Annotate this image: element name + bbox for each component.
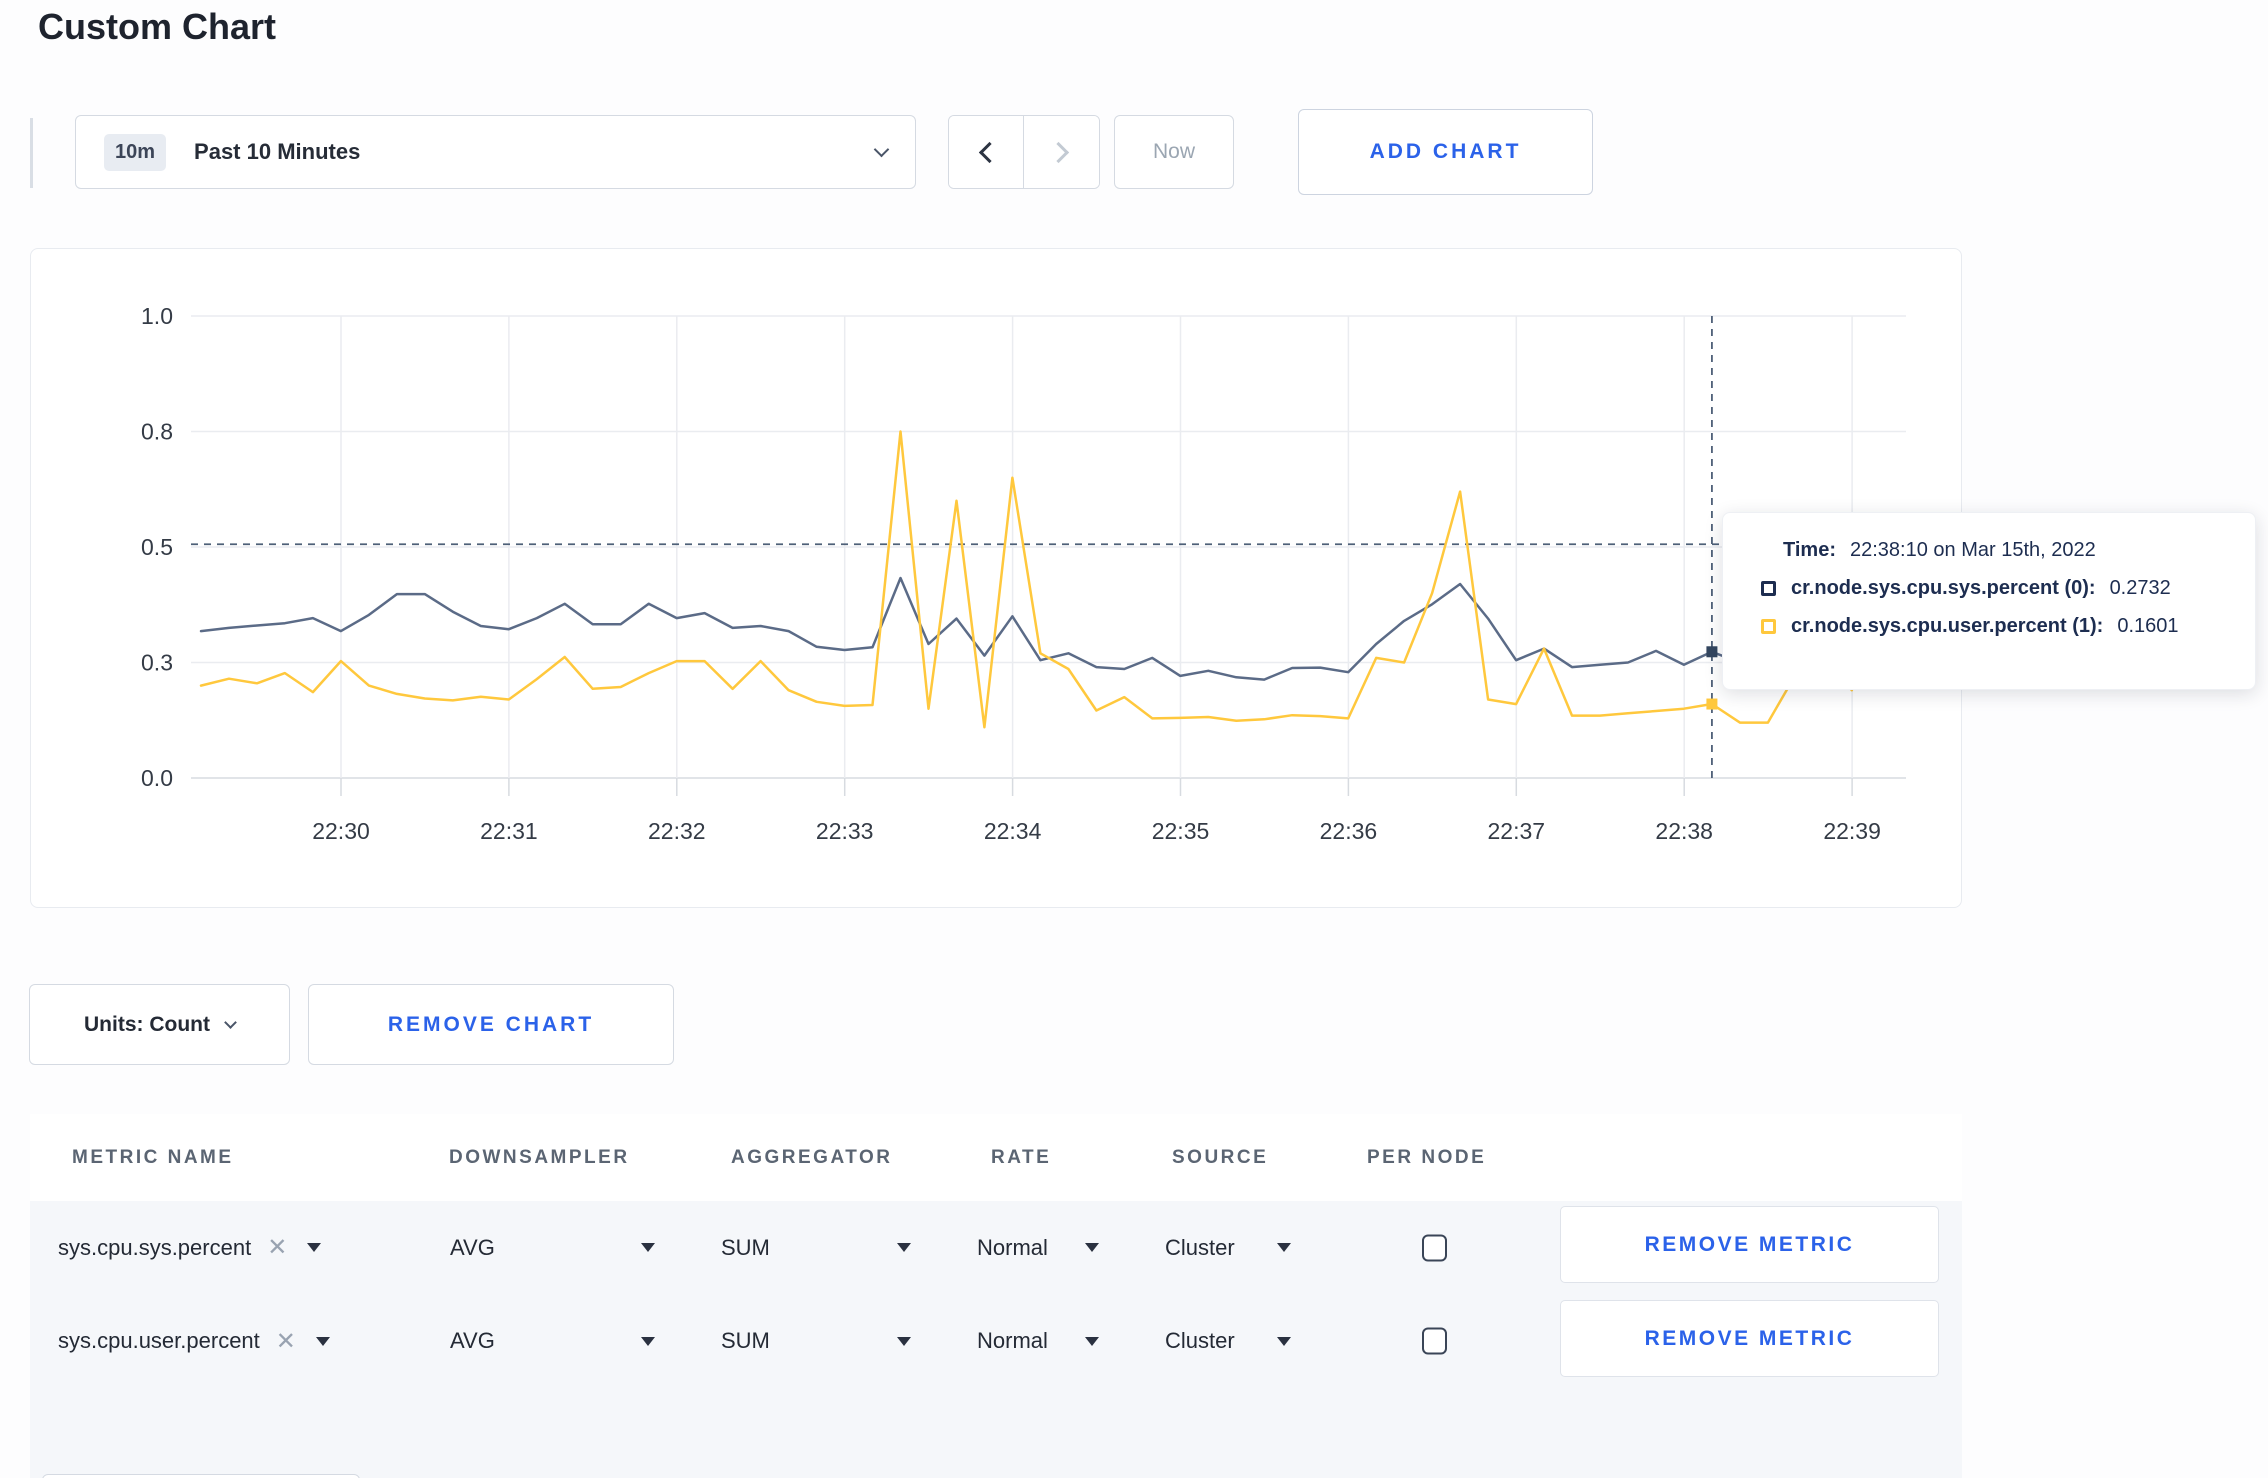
metric-name-select[interactable]: sys.cpu.user.percent ✕	[58, 1294, 330, 1388]
svg-text:22:33: 22:33	[816, 818, 874, 844]
now-button[interactable]: Now	[1114, 115, 1234, 189]
header-metric-name: METRIC NAME	[72, 1146, 234, 1168]
remove-metric-button[interactable]: REMOVE METRIC	[1560, 1206, 1939, 1283]
toolbar-divider	[30, 118, 33, 188]
rate-value: Normal	[977, 1234, 1048, 1260]
downsampler-select[interactable]: AVG	[450, 1294, 655, 1388]
remove-metric-x-icon[interactable]: ✕	[267, 1234, 288, 1261]
remove-chart-button[interactable]: REMOVE CHART	[308, 984, 674, 1065]
header-rate: RATE	[991, 1146, 1052, 1168]
caret-down-icon	[307, 1243, 322, 1252]
time-range-label: Past 10 Minutes	[194, 139, 361, 164]
header-per-node: PER NODE	[1367, 1146, 1487, 1168]
header-source: SOURCE	[1172, 1146, 1269, 1168]
source-value: Cluster	[1165, 1328, 1235, 1353]
user-series-swatch-icon	[1761, 619, 1776, 634]
rate-value: Normal	[977, 1328, 1048, 1353]
svg-text:0.3: 0.3	[141, 650, 173, 676]
metric-name-value: sys.cpu.user.percent	[58, 1328, 260, 1353]
tooltip-sys-value: 0.2732	[2109, 577, 2171, 599]
chevron-left-icon	[978, 141, 1000, 163]
rate-select[interactable]: Normal	[977, 1201, 1099, 1294]
chevron-down-icon	[873, 141, 890, 157]
svg-text:22:38: 22:38	[1655, 818, 1713, 844]
metric-name-select[interactable]: sys.cpu.sys.percent ✕	[58, 1201, 322, 1294]
tooltip-user-label: cr.node.sys.cpu.user.percent (1):	[1791, 615, 2104, 637]
aggregator-select[interactable]: SUM	[721, 1294, 911, 1388]
source-select[interactable]: Cluster	[1165, 1294, 1291, 1388]
tooltip-time-label: Time:	[1783, 539, 1836, 561]
svg-text:22:34: 22:34	[984, 818, 1042, 844]
caret-down-icon	[315, 1336, 330, 1346]
svg-text:22:30: 22:30	[312, 818, 370, 844]
tooltip-user-value: 0.1601	[2117, 615, 2179, 637]
svg-text:22:39: 22:39	[1823, 818, 1881, 844]
sys-series-swatch-icon	[1761, 581, 1776, 596]
header-aggregator: AGGREGATOR	[731, 1146, 893, 1168]
caret-down-icon	[641, 1336, 655, 1346]
metrics-table: METRIC NAME DOWNSAMPLER AGGREGATOR RATE …	[30, 1114, 1962, 1478]
svg-text:22:36: 22:36	[1320, 818, 1378, 844]
svg-text:0.8: 0.8	[141, 419, 173, 445]
caret-down-icon	[1277, 1336, 1291, 1346]
aggregator-value: SUM	[721, 1234, 770, 1260]
page-title: Custom Chart	[38, 6, 277, 47]
chevron-down-icon	[224, 1015, 237, 1029]
svg-text:22:35: 22:35	[1152, 818, 1210, 844]
chart-tooltip: Time: 22:38:10 on Mar 15th, 2022 cr.node…	[1722, 512, 2256, 690]
units-select[interactable]: Units: Count	[29, 984, 290, 1065]
per-node-checkbox[interactable]	[1422, 1327, 1447, 1355]
downsampler-value: AVG	[450, 1328, 495, 1353]
svg-text:0.0: 0.0	[141, 765, 173, 791]
svg-text:22:32: 22:32	[648, 818, 706, 844]
caret-down-icon	[641, 1243, 655, 1252]
rate-select[interactable]: Normal	[977, 1294, 1099, 1388]
time-range-badge: 10m	[104, 133, 167, 171]
svg-text:1.0: 1.0	[141, 303, 173, 329]
source-value: Cluster	[1165, 1234, 1235, 1260]
cpu-chart-svg[interactable]: 0.0 0.3 0.5 0.8 1.0 22:30 22:31 22:32 22:33 22:34…	[31, 249, 1963, 909]
svg-text:0.5: 0.5	[141, 534, 173, 560]
tooltip-time-value: 22:38:10 on Mar 15th, 2022	[1849, 539, 2096, 561]
source-select[interactable]: Cluster	[1165, 1201, 1291, 1294]
svg-text:22:37: 22:37	[1488, 818, 1546, 844]
metric-name-value: sys.cpu.sys.percent	[58, 1234, 252, 1260]
per-node-checkbox[interactable]	[1422, 1234, 1447, 1261]
caret-down-icon	[897, 1336, 911, 1346]
metric-row-sys: sys.cpu.sys.percent ✕ AVG SUM Normal	[30, 1201, 1962, 1294]
header-downsampler: DOWNSAMPLER	[449, 1146, 630, 1168]
aggregator-select[interactable]: SUM	[721, 1201, 911, 1294]
tooltip-sys-label: cr.node.sys.cpu.sys.percent (0):	[1791, 577, 2096, 599]
remove-metric-button[interactable]: REMOVE METRIC	[1560, 1300, 1939, 1377]
next-time-button[interactable]	[1024, 116, 1099, 188]
caret-down-icon	[1085, 1336, 1099, 1346]
units-label: Units: Count	[84, 1012, 210, 1036]
metric-row-user: sys.cpu.user.percent ✕ AVG SUM Normal	[30, 1294, 1962, 1388]
time-range-select[interactable]: 10m Past 10 Minutes	[75, 115, 916, 189]
caret-down-icon	[897, 1243, 911, 1252]
add-chart-button[interactable]: ADD CHART	[1298, 109, 1593, 195]
chevron-right-icon	[1047, 141, 1070, 163]
add-metric-button[interactable]: ADD METRIC	[42, 1474, 360, 1478]
downsampler-select[interactable]: AVG	[450, 1201, 655, 1294]
chart-card: 0.0 0.3 0.5 0.8 1.0 22:30 22:31 22:32 22:33 22:34…	[30, 248, 1962, 908]
downsampler-value: AVG	[450, 1234, 495, 1260]
prev-time-button[interactable]	[949, 116, 1024, 188]
time-pager	[948, 115, 1100, 189]
caret-down-icon	[1085, 1243, 1099, 1252]
aggregator-value: SUM	[721, 1328, 770, 1353]
remove-metric-x-icon[interactable]: ✕	[275, 1327, 296, 1355]
caret-down-icon	[1277, 1243, 1291, 1252]
svg-text:22:31: 22:31	[480, 818, 538, 844]
